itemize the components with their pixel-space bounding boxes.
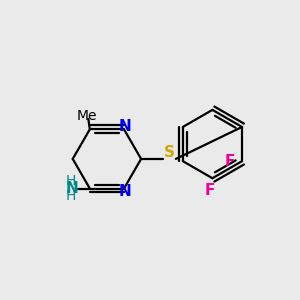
Text: H: H [65,189,76,203]
Text: S: S [164,145,175,160]
Text: H: H [65,174,76,188]
Text: F: F [224,154,235,169]
Text: N: N [119,119,132,134]
Text: F: F [204,183,214,198]
Text: N: N [66,181,78,196]
Text: Me: Me [76,109,97,123]
Text: N: N [119,184,132,199]
